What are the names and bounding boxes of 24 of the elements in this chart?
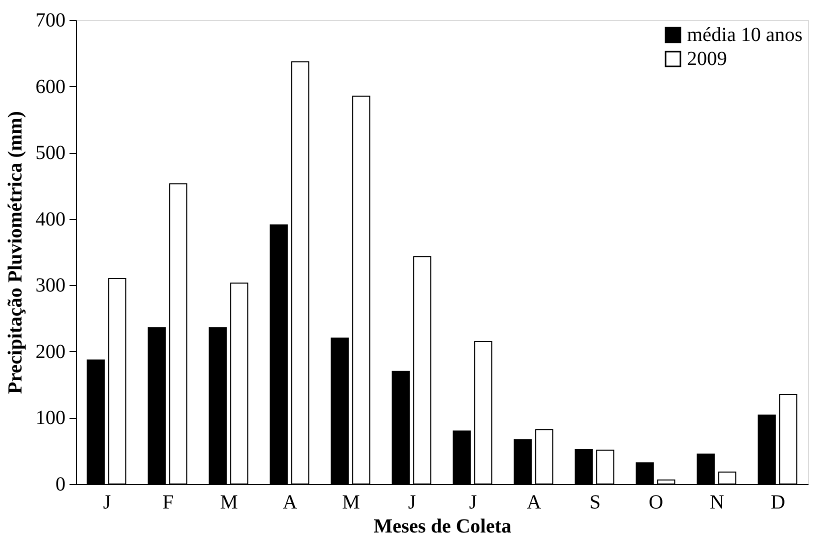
x-tick-label: J xyxy=(469,492,478,514)
x-tick-label: F xyxy=(162,492,174,514)
y-tick-label: 300 xyxy=(36,274,66,297)
x-tick-label: N xyxy=(710,492,724,514)
x-tick-label: A xyxy=(282,492,298,514)
x-axis-title: Meses de Coleta xyxy=(374,516,512,538)
legend-label: média 10 anos xyxy=(687,24,803,46)
y-tick-label: 700 xyxy=(36,10,66,32)
y-tick-label: 500 xyxy=(36,142,66,164)
y-axis-title: Precipitação Pluviométrica (mm) xyxy=(4,111,26,394)
y-tick-label: 0 xyxy=(56,474,66,496)
x-tick-label: S xyxy=(589,492,601,514)
x-tick-label: O xyxy=(648,492,664,514)
x-tick-label: D xyxy=(770,492,786,514)
x-tick-label: J xyxy=(408,492,416,514)
legend-label: 2009 xyxy=(687,48,727,70)
y-tick-label: 400 xyxy=(36,208,66,230)
x-tick-label: M xyxy=(220,492,238,514)
x-tick-label: J xyxy=(103,492,112,514)
y-tick-label: 600 xyxy=(36,76,66,98)
y-tick-label: 200 xyxy=(36,340,66,363)
x-tick-label: A xyxy=(526,492,542,514)
y-tick-label: 100 xyxy=(36,407,66,430)
x-tick-label: M xyxy=(342,492,360,514)
